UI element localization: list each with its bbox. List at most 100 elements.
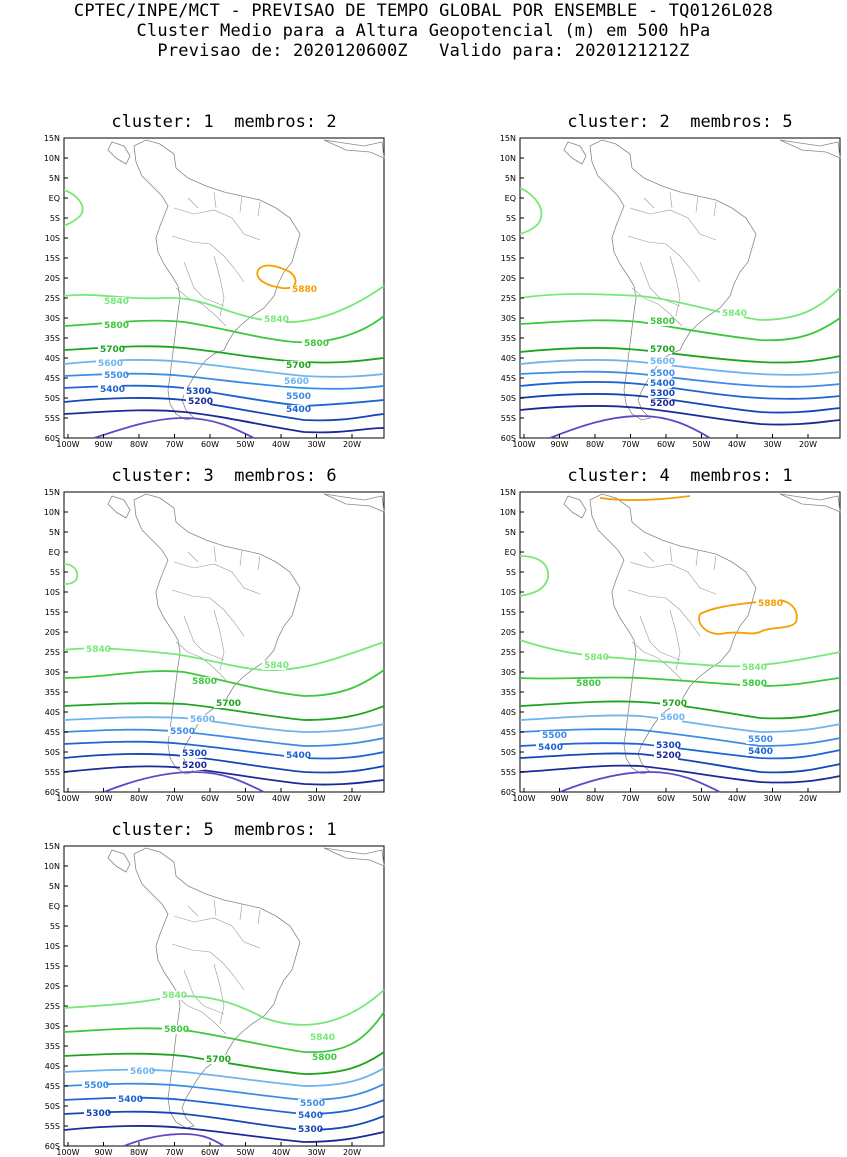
- lat-tick-label: 45S: [45, 1082, 60, 1091]
- panel-4-title: cluster: 4 membros: 1: [567, 466, 793, 486]
- lat-tick-label: 35S: [45, 334, 60, 343]
- contour-5840: [519, 555, 549, 597]
- lat-tick-label: 35S: [45, 688, 60, 697]
- lat-tick-label: 30S: [501, 314, 516, 323]
- coastline: [133, 847, 301, 1129]
- contour-label-bg: [180, 749, 204, 758]
- contour-label-bg: [282, 377, 306, 386]
- lon-tick-label: 20W: [799, 794, 817, 803]
- lat-tick-label: 10S: [501, 234, 516, 243]
- lat-tick-label: 35S: [501, 688, 516, 697]
- contour-label: 5300: [298, 1125, 323, 1135]
- contour-label-bg: [290, 285, 314, 294]
- contour-5800: [63, 1011, 385, 1054]
- contour-5500: [519, 370, 841, 388]
- contour-label: 5700: [216, 699, 241, 709]
- country-border: [639, 615, 681, 661]
- contour-layer: [519, 187, 841, 439]
- contour-5500: [519, 728, 841, 747]
- contour-label-bg: [746, 747, 770, 756]
- contour-5500: [63, 1082, 385, 1101]
- panel-3-title: cluster: 3 membros: 6: [111, 466, 337, 486]
- lon-tick-label: 30W: [307, 1148, 325, 1157]
- contour-label: 5500: [542, 731, 567, 741]
- lat-tick-label: 40S: [501, 354, 516, 363]
- contour-label-bg: [648, 369, 672, 378]
- contour-5700: [519, 346, 841, 364]
- contour-label: 5600: [98, 359, 123, 369]
- contour-5300: [63, 752, 385, 774]
- lon-tick-label: 80W: [130, 1148, 148, 1157]
- lat-tick-label: 5N: [505, 174, 516, 183]
- lon-tick-label: 60W: [201, 1148, 219, 1157]
- contour-label-bg: [740, 679, 764, 688]
- contour-5400: [63, 740, 385, 760]
- lon-tick-label: 90W: [94, 440, 112, 449]
- coastline: [107, 495, 131, 519]
- country-border: [627, 589, 701, 637]
- lon-tick-label: 50W: [236, 440, 254, 449]
- lat-tick-label: 15N: [44, 488, 60, 497]
- contour-5100: [549, 415, 711, 439]
- lat-tick-label: 60S: [501, 788, 516, 797]
- lon-tick-label: 60W: [201, 794, 219, 803]
- contour-label: 5840: [104, 297, 129, 307]
- contour-label-bg: [648, 357, 672, 366]
- lon-tick-label: 70W: [165, 1148, 183, 1157]
- coastline: [563, 141, 587, 165]
- contour-label: 5840: [264, 661, 289, 671]
- lat-tick-label: 55S: [45, 1122, 60, 1131]
- contour-label-bg: [180, 761, 204, 770]
- lat-tick-label: 60S: [45, 1142, 60, 1151]
- lon-tick-label: 100W: [512, 440, 535, 449]
- contour-label: 5840: [742, 663, 767, 673]
- lon-tick-label: 50W: [692, 794, 710, 803]
- map-frame: [519, 491, 841, 793]
- lat-tick-label: 5N: [49, 882, 60, 891]
- contour-label-bg: [302, 339, 326, 348]
- contour-5400: [519, 380, 841, 400]
- lat-tick-label: 5S: [506, 214, 516, 223]
- contour-label: 5840: [584, 653, 609, 663]
- contour-label: 5600: [284, 377, 309, 387]
- contour-label-bg: [298, 1099, 322, 1108]
- lat-tick-label: 20S: [45, 274, 60, 283]
- contour-label: 5700: [286, 361, 311, 371]
- lat-tick-label: 50S: [501, 748, 516, 757]
- contour-5600: [63, 716, 385, 733]
- contour-label-bg: [116, 1095, 140, 1104]
- contour-label: 5800: [104, 321, 129, 331]
- lat-tick-label: 15S: [45, 608, 60, 617]
- contour-label-bg: [654, 751, 678, 760]
- contour-label-bg: [658, 713, 682, 722]
- contour-label: 5500: [748, 735, 773, 745]
- lon-tick-label: 90W: [94, 1148, 112, 1157]
- lat-tick-label: 15N: [500, 134, 516, 143]
- contour-label-bg: [648, 317, 672, 326]
- contour-label-bg: [262, 661, 286, 670]
- country-border: [171, 589, 245, 637]
- contour-label-bg: [214, 699, 238, 708]
- contour-layer: [63, 189, 385, 439]
- lat-tick-label: 5N: [505, 528, 516, 537]
- lat-tick-label: EQ: [505, 548, 516, 557]
- contour-label-bg: [186, 397, 210, 406]
- lon-tick-label: 80W: [586, 440, 604, 449]
- coastline: [323, 493, 385, 513]
- contour-label: 5400: [286, 751, 311, 761]
- lon-tick-label: 70W: [621, 794, 639, 803]
- contour-5880: [599, 495, 691, 502]
- contour-label: 5200: [650, 399, 675, 409]
- lat-tick-label: 60S: [45, 434, 60, 443]
- country-border: [175, 287, 227, 327]
- contour-label: 5200: [182, 761, 207, 771]
- lat-tick-label: 50S: [45, 748, 60, 757]
- lat-tick-label: 15N: [44, 134, 60, 143]
- contour-5600: [63, 358, 385, 378]
- lat-tick-label: 10N: [44, 154, 60, 163]
- lat-tick-label: 10N: [44, 862, 60, 871]
- contour-5100: [123, 1133, 225, 1147]
- lat-tick-label: 25S: [45, 1002, 60, 1011]
